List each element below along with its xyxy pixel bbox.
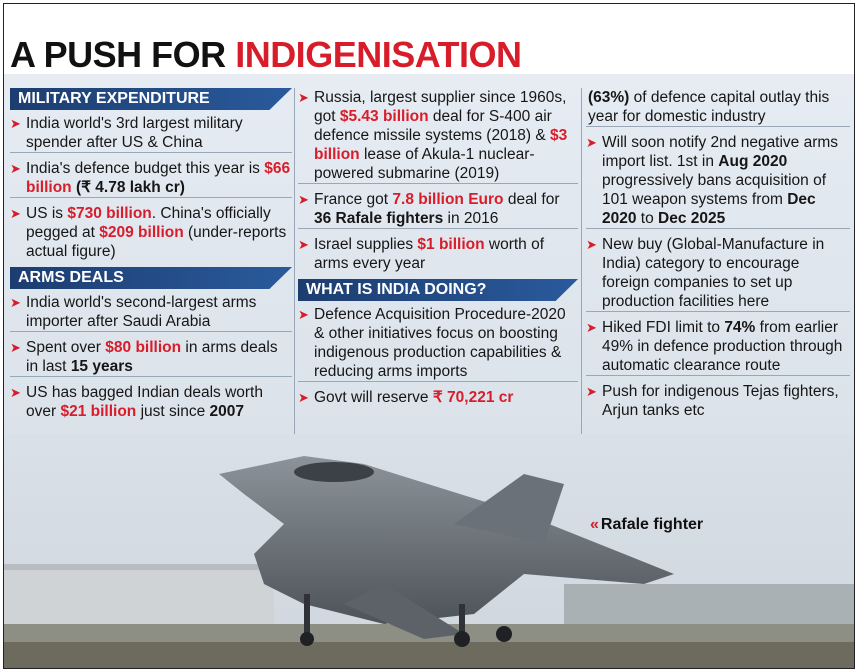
column-2: Russia, largest supplier since 1960s, go… — [298, 88, 578, 413]
list-item: India's defence budget this year is $66 … — [10, 159, 292, 198]
infographic: A PUSH FOR INDIGENISATION MILITARY EXPEN… — [3, 3, 855, 669]
column-1: MILITARY EXPENDITURE India world's 3rd l… — [10, 88, 292, 427]
list-item: US is $730 billion. China's officially p… — [10, 204, 292, 261]
jet-silhouette — [219, 456, 674, 647]
list-item: Govt will reserve ₹ 70,221 cr — [298, 388, 578, 407]
column-3: (63%) of defence capital outlay this yea… — [586, 88, 850, 426]
list-item: India world's 3rd largest military spend… — [10, 114, 292, 153]
list-item: Israel supplies $1 billion worth of arms… — [298, 235, 578, 273]
list-item: Will soon notify 2nd negative arms impor… — [586, 133, 850, 229]
list-item: US has bagged Indian deals worth over $2… — [10, 383, 292, 421]
section-heading-what-is-india-doing: WHAT IS INDIA DOING? — [298, 279, 578, 301]
column-divider — [294, 88, 295, 446]
image-caption: «Rafale fighter — [590, 516, 704, 533]
rafale-fighter-image — [4, 434, 854, 668]
column-divider — [581, 88, 582, 446]
list-item: Hiked FDI limit to 74% from earlier 49% … — [586, 318, 850, 376]
list-item: France got 7.8 billion Euro deal for 36 … — [298, 190, 578, 229]
list-item: Spent over $80 billion in arms deals in … — [10, 338, 292, 377]
title-bar: A PUSH FOR INDIGENISATION — [4, 4, 854, 75]
hangar — [4, 564, 274, 624]
section-heading-arms-deals: ARMS DEALS — [10, 267, 292, 289]
list-item: Push for indigenous Tejas fighters, Arju… — [586, 382, 850, 420]
list-item: Defence Acquisition Procedure-2020 & oth… — [298, 305, 578, 382]
list-item: New buy (Global-Manufacture in India) ca… — [586, 235, 850, 312]
list-item-continued: (63%) of defence capital outlay this yea… — [586, 88, 850, 127]
page-title: A PUSH FOR INDIGENISATION — [10, 34, 522, 75]
list-item: India world's second-largest arms import… — [10, 293, 292, 332]
list-item: Russia, largest supplier since 1960s, go… — [298, 88, 578, 184]
section-heading-military-expenditure: MILITARY EXPENDITURE — [10, 88, 292, 110]
background-building — [564, 584, 854, 624]
